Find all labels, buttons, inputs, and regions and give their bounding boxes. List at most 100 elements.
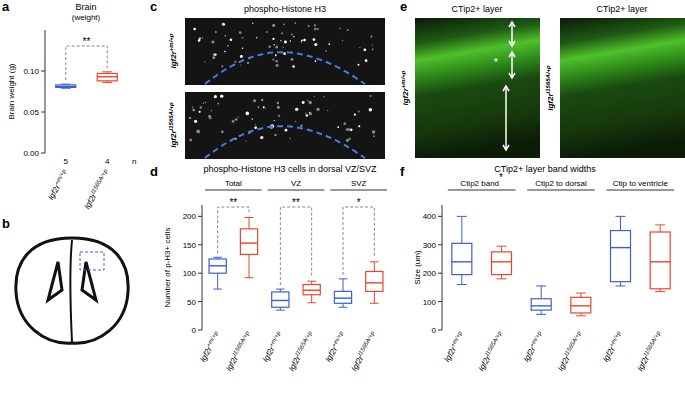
category-label: Igf2rI1565A/+p: [223, 329, 254, 372]
median: [272, 300, 289, 301]
label-sup: I1565A/+p: [484, 329, 503, 356]
group-label-text: Ctip2 to dorsal: [535, 179, 587, 188]
whisker-cap: [307, 302, 316, 303]
cell-dot: [208, 115, 211, 118]
significance-label: **: [229, 197, 237, 208]
box: [240, 229, 257, 255]
cell-dot: [354, 114, 356, 116]
label-sup: I1565A/+p: [168, 102, 174, 131]
image-title: CTip2+ layer: [452, 4, 503, 14]
panel-letter: a: [2, 0, 10, 14]
cell-dot: [305, 113, 306, 114]
whisker-cap: [576, 315, 586, 316]
cell-dot: [314, 96, 315, 97]
label-base: Igf2r: [224, 354, 240, 373]
y-tick-label: 200: [423, 269, 437, 278]
cell-dot: [214, 53, 216, 55]
y-tick: [198, 244, 202, 245]
chart-title: Brain: [75, 2, 96, 12]
whisker-cap: [102, 71, 112, 72]
label-sup: +m/+p: [449, 329, 463, 347]
label-sup: +m/+p: [608, 329, 622, 347]
whisker-cap: [497, 246, 507, 247]
label-base: Igf2r: [198, 345, 214, 364]
label-base: Igf2r: [169, 50, 178, 68]
cell-dot: [234, 61, 236, 63]
y-tick: [438, 216, 442, 217]
cell-dot: [291, 34, 293, 36]
cell-dot: [272, 24, 275, 27]
count-label: 5: [64, 157, 69, 166]
image-row-label: Igf2r+m/+p: [168, 33, 178, 68]
cell-dot: [327, 110, 328, 111]
cell-dot: [252, 23, 253, 24]
label-sup: I1565A/+p: [545, 65, 551, 94]
label-sup: +m/+p: [268, 329, 282, 347]
box: [334, 291, 351, 303]
cell-dot: [290, 138, 291, 139]
cell-dot: [349, 138, 351, 140]
y-tick-label: 0.00: [23, 149, 39, 158]
significance-bracket: [343, 207, 374, 275]
cell-dot: [316, 108, 319, 111]
median: [366, 282, 383, 283]
cell-dot: [256, 37, 257, 38]
box: [56, 85, 76, 87]
label-sup: I1565A/+p: [642, 329, 661, 356]
cell-dot: [314, 28, 317, 31]
cell-dot: [291, 58, 294, 61]
significance-bracket: [66, 46, 108, 80]
group-line: [330, 190, 387, 191]
category-label: Igf2rI1565A/+p: [634, 329, 665, 372]
cell-dot: [211, 110, 212, 111]
label-base: Igf2r: [349, 354, 365, 373]
cell-dot: [363, 48, 366, 51]
boxes: [209, 218, 383, 311]
cell-dot: [221, 130, 224, 133]
whisker-cap: [536, 285, 546, 286]
ventricle: [48, 262, 62, 300]
group-label: Ctip2 to dorsal: [535, 179, 587, 188]
cell-dot: [370, 36, 372, 38]
arrow-head: [503, 145, 509, 150]
category-label: Igf2r+m/+p: [45, 167, 71, 201]
cell-dot: [283, 23, 285, 25]
category-label: Igf2r+m/+p: [521, 329, 547, 363]
micrograph: [560, 18, 685, 158]
cell-dot: [282, 47, 283, 48]
category-label: Igf2rI1565A/+p: [476, 329, 507, 372]
median: [452, 261, 472, 262]
y-tick-label: 50: [187, 298, 196, 307]
cell-dot: [295, 121, 297, 123]
cell-dot: [280, 40, 281, 41]
label-sup: I1565A/+p: [231, 329, 250, 356]
cell-dot: [196, 130, 200, 134]
cell-dot: [339, 27, 341, 29]
y-tick: [198, 330, 202, 331]
whisker-cap: [339, 278, 348, 279]
group-label: Total: [225, 179, 242, 188]
cell-dot: [358, 111, 360, 113]
cell-dot: [252, 118, 253, 119]
median: [209, 265, 226, 266]
cell-dot: [275, 45, 278, 48]
y-axis-label: Size (um): [413, 250, 422, 285]
cell-dot: [313, 38, 316, 41]
median: [492, 261, 512, 262]
ventricle-outline: [205, 52, 365, 84]
cell-dot: [365, 59, 368, 62]
cell-dot: [358, 64, 360, 66]
label-base: Igf2r: [287, 354, 303, 373]
cell-dot: [265, 108, 266, 109]
image-title: phospho-Histone H3: [244, 4, 326, 14]
midline: [71, 240, 73, 342]
cell-dot: [235, 118, 238, 121]
figure: abcdefBrain(weight)0.000.050.10Brain wei…: [0, 0, 685, 399]
whisker-cap: [370, 303, 379, 304]
cell-dot: [303, 39, 306, 42]
cell-dot: [343, 122, 346, 125]
cell-dot: [205, 102, 207, 104]
cell-dot: [369, 108, 372, 111]
whisker-cap: [616, 285, 626, 286]
cell-dot: [254, 126, 257, 129]
